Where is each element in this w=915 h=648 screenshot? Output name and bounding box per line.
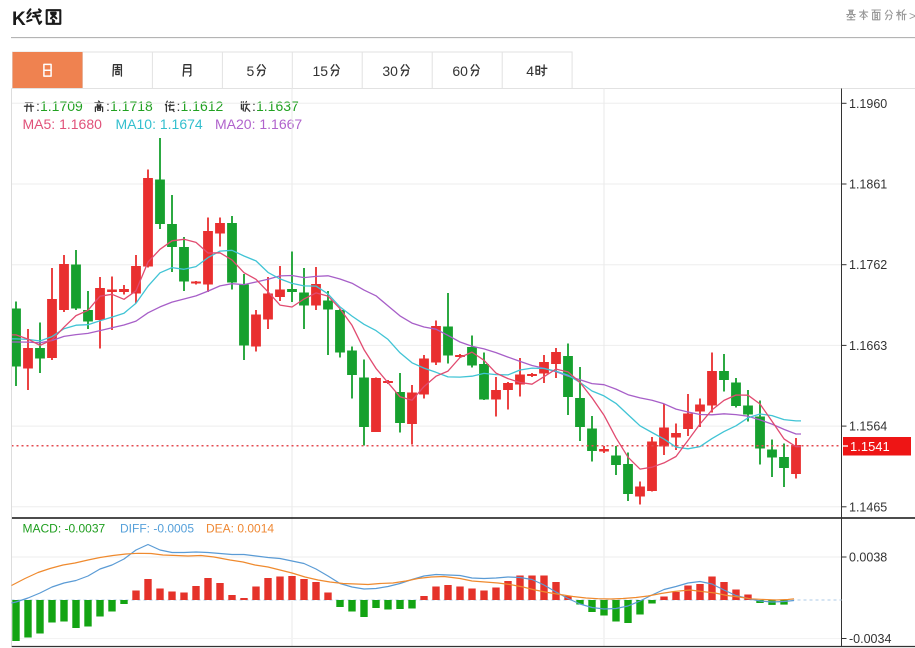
svg-text:0.0038: 0.0038 <box>849 551 887 565</box>
svg-text::: : <box>36 98 40 114</box>
svg-text:1.1960: 1.1960 <box>849 97 887 111</box>
svg-text:1.1541: 1.1541 <box>850 439 890 454</box>
svg-text:4: 4 <box>526 63 534 79</box>
svg-text:1.1612: 1.1612 <box>181 98 224 114</box>
svg-text:5: 5 <box>246 63 254 79</box>
svg-text:1.1718: 1.1718 <box>110 98 153 114</box>
svg-text:-0.0034: -0.0034 <box>849 632 891 646</box>
svg-text:1.1564: 1.1564 <box>849 420 887 434</box>
svg-text:DEA: 0.0014: DEA: 0.0014 <box>206 522 274 536</box>
svg-text:K: K <box>12 9 26 30</box>
svg-text:60: 60 <box>452 63 468 79</box>
svg-text:MA10: 1.1674: MA10: 1.1674 <box>116 116 203 132</box>
svg-text:1.1637: 1.1637 <box>256 98 299 114</box>
svg-text:1.1762: 1.1762 <box>849 258 887 272</box>
svg-text:15: 15 <box>312 63 328 79</box>
svg-text::: : <box>252 98 256 114</box>
svg-text:MA20: 1.1667: MA20: 1.1667 <box>215 116 302 132</box>
svg-text:1.1709: 1.1709 <box>40 98 83 114</box>
svg-text:>: > <box>909 9 915 23</box>
svg-text:MA5: 1.1680: MA5: 1.1680 <box>23 116 103 132</box>
svg-text:30: 30 <box>382 63 398 79</box>
svg-text:1.1465: 1.1465 <box>849 500 887 514</box>
svg-text:1.1861: 1.1861 <box>849 178 887 192</box>
svg-text:1.1663: 1.1663 <box>849 339 887 353</box>
svg-text:MACD: -0.0037: MACD: -0.0037 <box>23 522 106 536</box>
svg-text::: : <box>177 98 181 114</box>
svg-text:DIFF: -0.0005: DIFF: -0.0005 <box>120 522 194 536</box>
svg-text::: : <box>106 98 110 114</box>
